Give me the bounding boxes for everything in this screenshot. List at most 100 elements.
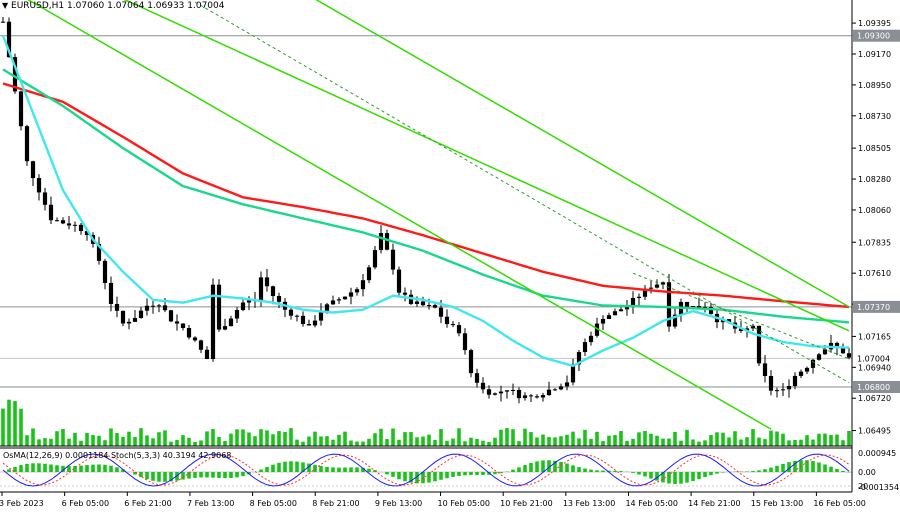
level-price-tag: 1.07370 xyxy=(857,303,890,312)
moving-average-line xyxy=(2,82,850,309)
candle-body xyxy=(342,296,348,300)
price-tags: 1.09300 1.07370 1.06800 1.07004 xyxy=(853,29,900,393)
candle-body xyxy=(594,323,600,336)
candle-body xyxy=(114,303,120,311)
candle-body xyxy=(54,220,60,222)
time-tick-label: 14 Feb 21:00 xyxy=(688,499,740,508)
candle-body xyxy=(186,328,192,338)
candle-body xyxy=(324,304,330,311)
candle-body xyxy=(228,318,234,327)
candle-body xyxy=(738,328,744,331)
candle-body xyxy=(660,282,666,285)
level-price-tag: 1.09300 xyxy=(857,32,890,41)
time-tick-label: 13 Feb 13:00 xyxy=(563,499,615,508)
oscillator-tick-label: 0.00 xyxy=(858,468,876,477)
oscillator-panel xyxy=(0,448,852,492)
candle-body xyxy=(576,352,582,365)
candle-body xyxy=(756,325,762,364)
candle-body xyxy=(804,367,810,372)
candle-body xyxy=(588,335,594,343)
candle-body xyxy=(630,297,636,306)
candle-body xyxy=(624,305,630,310)
candle-body xyxy=(36,178,42,193)
candle-body xyxy=(666,282,672,327)
candle-body xyxy=(30,161,36,179)
level-price-tag-bg xyxy=(853,29,900,42)
price-tick-label: 1.07835 xyxy=(858,238,891,247)
candle-body xyxy=(288,309,294,316)
time-tick-label: 8 Feb 21:00 xyxy=(312,499,359,508)
candle-body xyxy=(726,319,732,323)
price-tick-label: 1.08060 xyxy=(858,206,891,215)
candle-body xyxy=(606,315,612,319)
candle-body xyxy=(264,277,270,287)
candle-body xyxy=(12,57,18,92)
candle-body xyxy=(546,389,552,396)
candle-body xyxy=(270,286,276,296)
candle-body xyxy=(840,347,846,354)
level-price-tag-bg xyxy=(853,300,900,313)
stochastic-signal-line xyxy=(2,454,850,486)
candle-body xyxy=(210,284,216,360)
chart-frame xyxy=(0,0,853,493)
candle-body xyxy=(540,395,546,398)
time-tick-label: 8 Feb 05:00 xyxy=(250,499,297,508)
price-tick-label: 1.08950 xyxy=(858,81,891,90)
candle-body xyxy=(654,284,660,288)
candle-body xyxy=(528,395,534,397)
candle-body xyxy=(102,260,108,283)
candle-body xyxy=(222,326,228,330)
candle-body xyxy=(552,389,558,391)
candle-body xyxy=(138,310,144,319)
trend-line xyxy=(315,0,850,308)
candle-body xyxy=(570,364,576,383)
candle-body xyxy=(474,373,480,383)
dropdown-triangle-icon[interactable]: ▼ xyxy=(2,1,9,10)
candle-body xyxy=(762,363,768,377)
candle-body xyxy=(414,301,420,304)
candle-body xyxy=(810,359,816,368)
candle-body xyxy=(96,243,102,261)
candle-body xyxy=(300,315,306,325)
volume-bars xyxy=(1,399,851,446)
candle-body xyxy=(378,233,384,251)
candle-body xyxy=(204,349,210,360)
candle-body xyxy=(432,305,438,308)
candle-body xyxy=(600,318,606,324)
candle-body xyxy=(66,223,72,226)
candle-body xyxy=(372,250,378,268)
price-tick-label: 1.08505 xyxy=(858,144,891,153)
candle-body xyxy=(276,295,282,302)
candle-body xyxy=(306,324,312,326)
candle-body xyxy=(618,309,624,312)
time-tick-label: 9 Feb 13:00 xyxy=(375,499,422,508)
candle-body xyxy=(120,310,126,324)
candle-body xyxy=(750,325,756,329)
candle-body xyxy=(336,299,342,301)
price-tick-label: 1.06495 xyxy=(858,427,891,436)
price-tick-label: 1.07610 xyxy=(858,269,891,278)
candle-body xyxy=(792,375,798,387)
candle-body xyxy=(0,21,6,23)
candle-body xyxy=(354,289,360,293)
current-price-tag-bg xyxy=(853,352,900,365)
trend-line xyxy=(194,1,850,384)
candle-body xyxy=(426,305,432,307)
candle-body xyxy=(216,284,222,330)
candle-body xyxy=(534,396,540,398)
candle-body xyxy=(24,126,30,162)
trend-lines xyxy=(27,0,850,430)
candle-body xyxy=(702,307,708,309)
candle-body xyxy=(498,391,504,394)
candle-body xyxy=(108,282,114,304)
horizontal-levels xyxy=(0,35,852,388)
symbol-label: EURUSD,H1 xyxy=(11,1,65,11)
candle-body xyxy=(360,280,366,290)
candle-body xyxy=(636,296,642,298)
candle-body xyxy=(648,287,654,289)
candle-body xyxy=(384,233,390,250)
time-tick-label: 6 Feb 21:00 xyxy=(124,499,171,508)
moving-average-line xyxy=(2,68,850,324)
trend-line xyxy=(123,0,850,332)
